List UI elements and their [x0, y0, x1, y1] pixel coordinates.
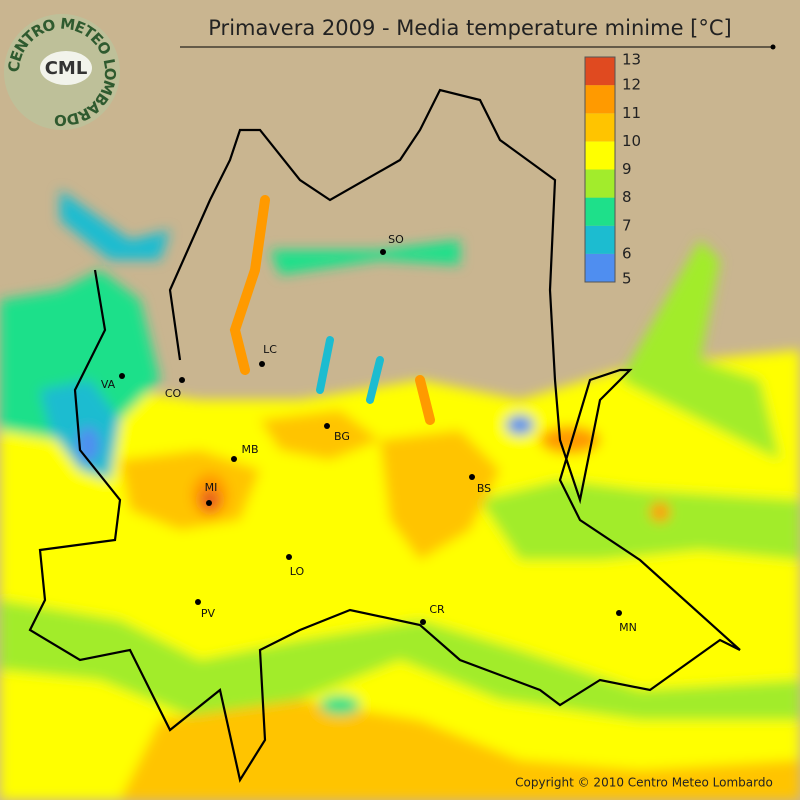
temperature-field [0, 190, 800, 800]
city-dot [380, 249, 386, 255]
legend-swatch [585, 85, 615, 114]
city-dot [286, 554, 292, 560]
valleys [229, 195, 435, 425]
legend-label: 6 [622, 244, 632, 262]
legend-swatch [585, 113, 615, 142]
legend-label: 7 [622, 216, 632, 234]
city-dot [259, 361, 265, 367]
legend-swatch [585, 197, 615, 226]
title-box [162, 8, 782, 50]
legend-label: 13 [622, 51, 641, 69]
city-label: LC [263, 343, 277, 356]
legend-swatch [585, 57, 615, 86]
city-label: CO [165, 387, 182, 400]
city-dot [616, 610, 622, 616]
city-label: LO [290, 565, 305, 578]
legend: 5 6 7 8 9 10 11 12 13 [584, 51, 641, 288]
legend-label: 5 [622, 270, 632, 288]
city-dot [206, 500, 212, 506]
city-label: BS [477, 482, 491, 495]
title-dot [770, 44, 776, 50]
logo-short: CML [45, 58, 88, 79]
legend-label: 12 [622, 76, 641, 94]
legend-swatch [585, 253, 615, 282]
cities: VA CO LC SO MB BG MI BS LO PV CR MN [101, 233, 637, 634]
legend-label: 11 [622, 104, 641, 122]
city-dot [179, 377, 185, 383]
city-dot [324, 423, 330, 429]
city-dot [231, 456, 237, 462]
city-label: SO [388, 233, 404, 246]
legend-swatch [585, 141, 615, 170]
logo-badge [40, 51, 92, 85]
legend-frame [584, 56, 616, 283]
city-label: VA [101, 378, 116, 391]
legend-label: 9 [622, 160, 632, 178]
legend-label: 10 [622, 132, 641, 150]
legend-label: 8 [622, 188, 632, 206]
city-label: MN [619, 621, 637, 634]
city-dot [119, 373, 125, 379]
city-dot [469, 474, 475, 480]
city-dot [420, 619, 426, 625]
title: Primavera 2009 - Media temperature minim… [208, 16, 731, 40]
city-label: MI [205, 481, 218, 494]
city-label: CR [429, 603, 445, 616]
city-dot [195, 599, 201, 605]
copyright: Copyright © 2010 Centro Meteo Lombardo [515, 776, 773, 790]
border [28, 88, 741, 783]
city-label: BG [334, 430, 350, 443]
legend-swatch [585, 169, 615, 198]
logo: CENTRO METEO LOMBARDO CML [4, 14, 120, 130]
city-label: PV [201, 607, 216, 620]
legend-swatch [585, 225, 615, 254]
city-label: MB [241, 443, 258, 456]
